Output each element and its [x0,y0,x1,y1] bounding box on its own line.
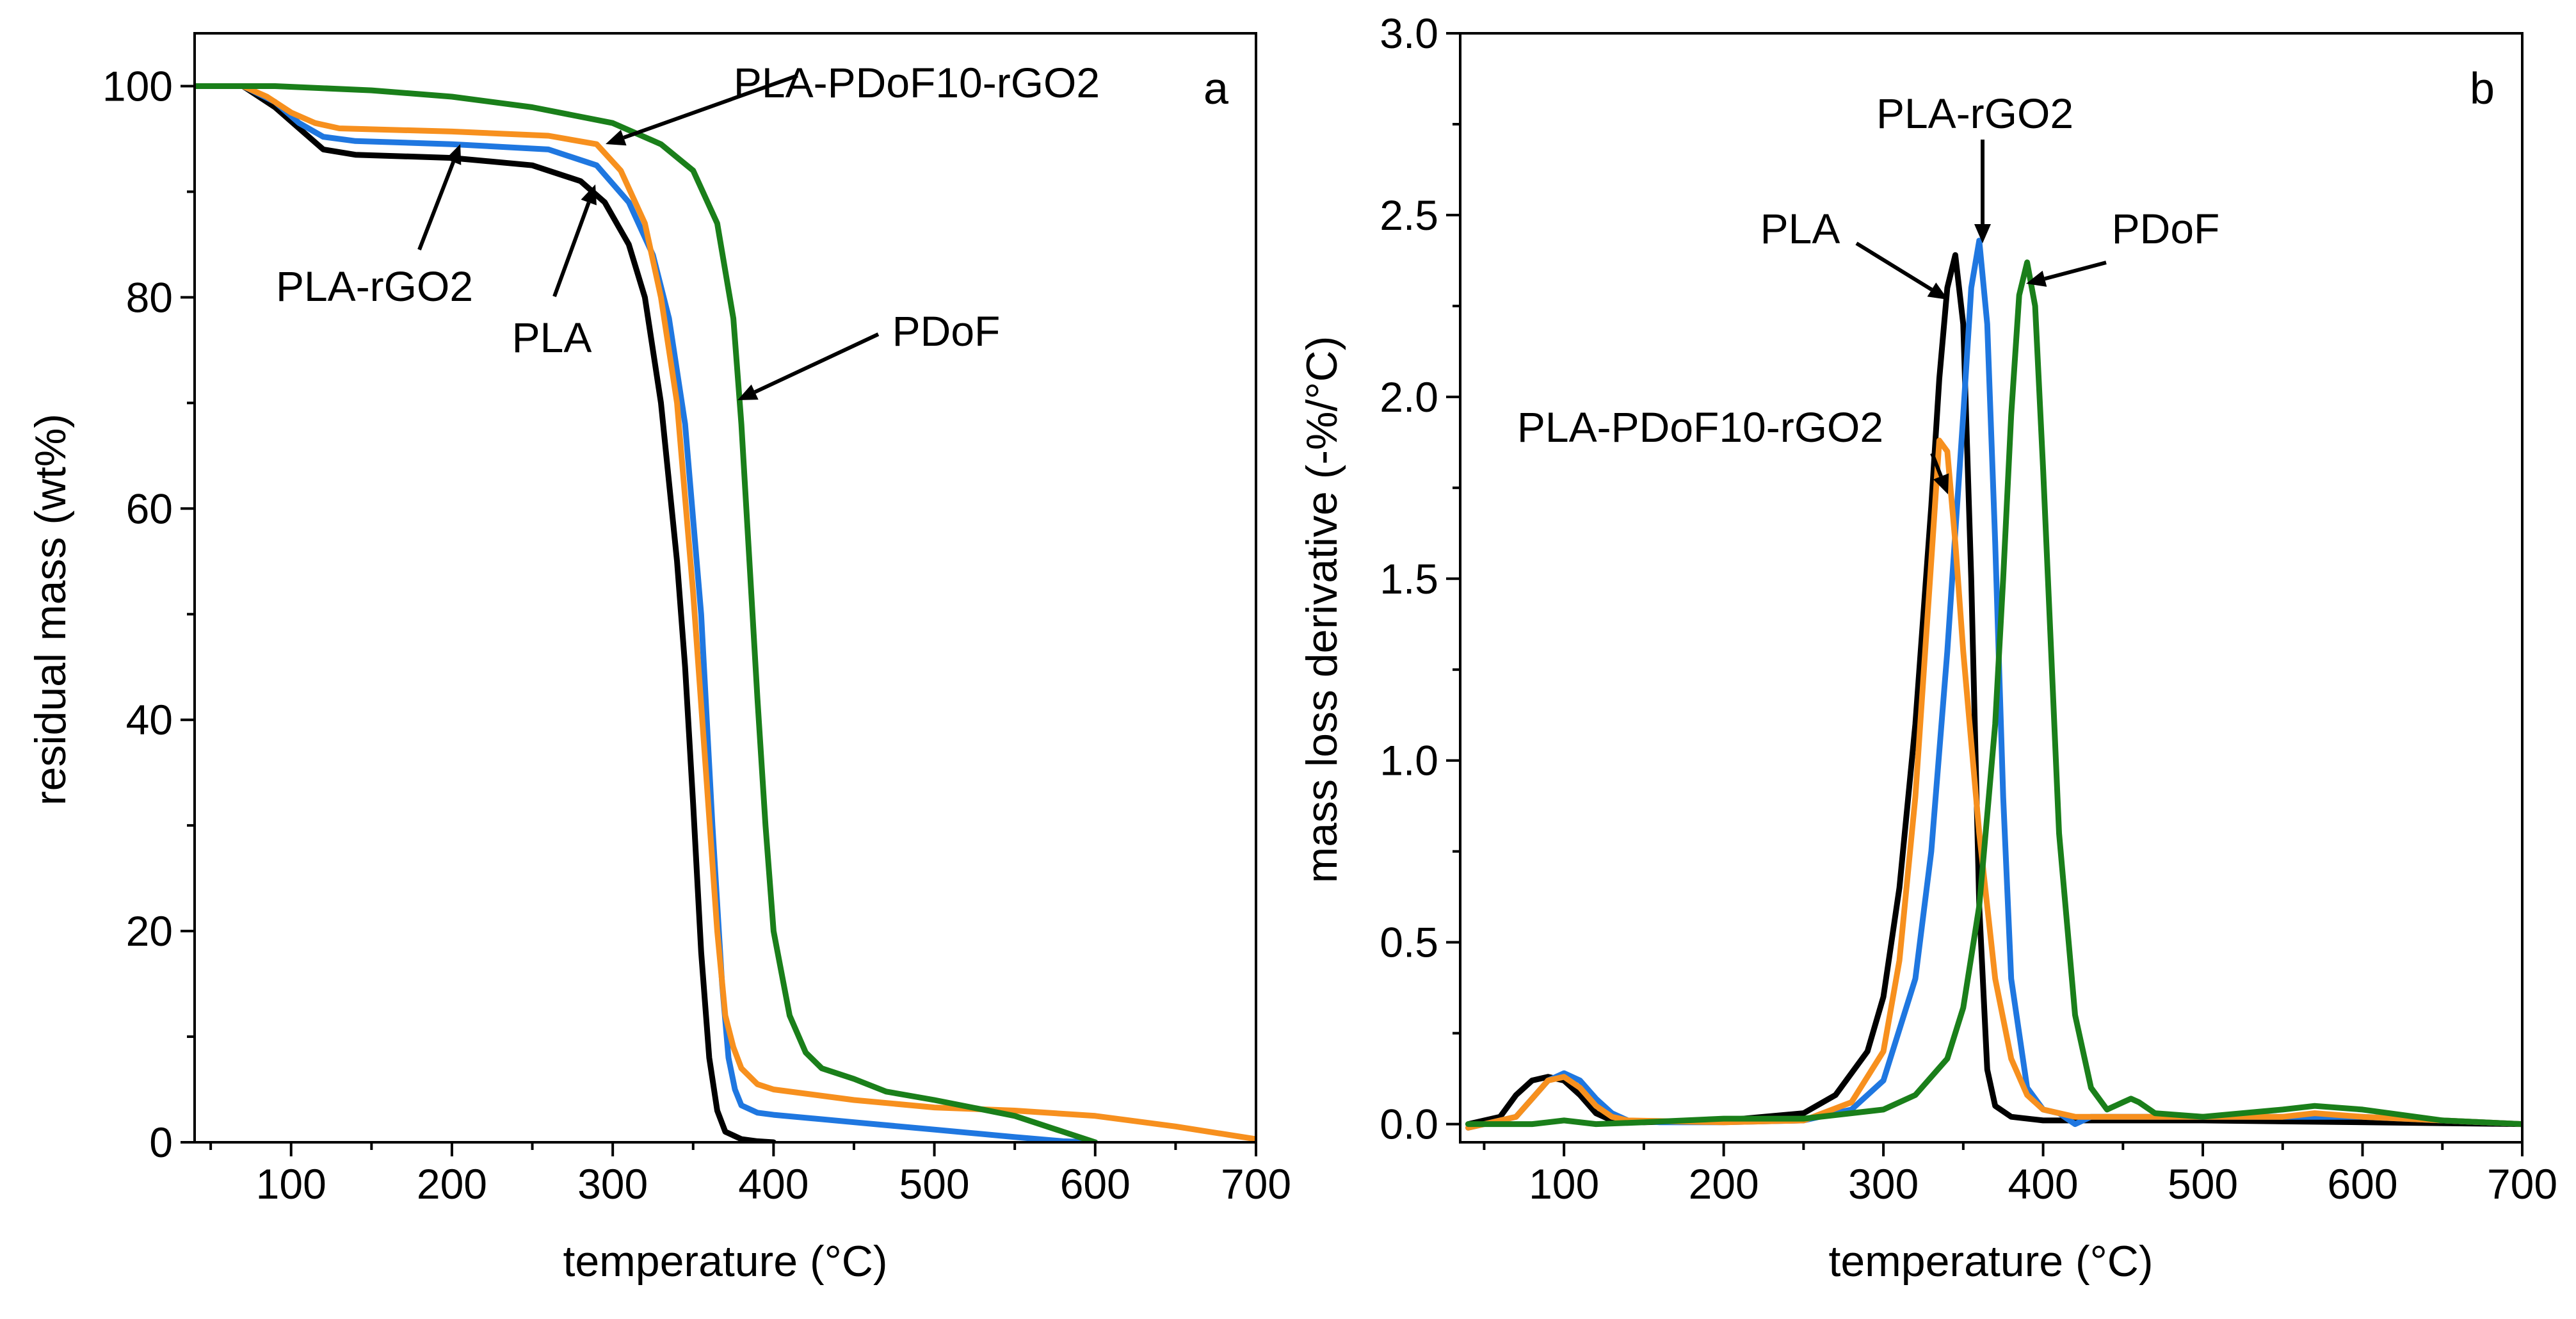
panel-a-chart: 100 200 300 400 500 600 700 0 20 40 60 80 100 temper… [26,32,1291,1286]
panel-b-y-axis-title: mass loss derivative (-%/°C) [1298,336,1346,884]
panel-a-series-pdof [195,83,1099,1142]
panel-b-letter: b [2470,63,2495,113]
panel-a-arrows [417,74,880,400]
panel-b-chart: 100 200 300 400 500 600 700 0.0 0.5 1.0 1.5 2.0 2.5 3… [1298,10,2557,1286]
panel-a-annotation-pdof: PDoF [892,307,1001,355]
panel-a-x-tick-label: 600 [1060,1160,1131,1208]
panel-b-y-tick-label: 2.5 [1380,191,1438,239]
panel-a-y-tick-label: 20 [126,907,173,955]
panel-a-series [195,83,1256,1142]
panel-a-x-axis-title: temperature (°C) [563,1237,887,1286]
panel-b-x-tick-label: 500 [2168,1160,2238,1208]
panel-b-annotation-arrow [1855,241,1933,291]
panel-b-annotation-arrowhead [1927,282,1948,300]
panel-a-annotation-arrowhead [606,129,627,146]
panel-b-annotation-arrow [1930,452,1943,478]
panel-b-x-tick-label: 300 [1848,1160,1919,1208]
panel-a-annotation-arrowhead [581,184,597,206]
panel-a-annotation-arrow [623,74,799,140]
panel-b-x-tick-label: 400 [2008,1160,2079,1208]
panel-b-annotation-pla-rgo2: PLA-rGO2 [1876,90,2073,137]
panel-a-annotation-arrowhead [446,144,462,165]
panel-a-y-tick-label: 80 [126,273,173,321]
panel-a-y-axis-title: residual mass (wt%) [26,414,75,805]
panel-a-x-tick-label: 700 [1221,1160,1291,1208]
panel-b-y-tick-label: 1.0 [1380,737,1438,784]
panel-b-x-axis-title: temperature (°C) [1828,1237,2153,1286]
panel-b-frame [1459,32,2524,1144]
panel-a-series-pla [195,83,777,1142]
panel-a-annotation-arrow [753,332,880,394]
panel-b-annotation-pla-pdof10-rgo2: PLA-PDoF10-rGO2 [1517,403,1883,451]
panel-b-x-tick-label: 600 [2327,1160,2397,1208]
panel-b-y-tick-label: 2.0 [1380,373,1438,421]
panel-b-annotation-arrowhead [1933,473,1949,494]
panel-a-annotation-arrow [417,161,455,251]
panel-b-x-tick-label: 100 [1529,1160,1599,1208]
panel-b-annotation-arrow [2044,261,2107,281]
panel-b-ticks: 100 200 300 400 500 600 700 0.0 0.5 1.0 1.5 2.0 2.5 3… [1380,10,2557,1208]
panel-b-arrows [1855,140,2107,494]
panel-a-annotation-pla-pdof10-rgo2: PLA-PDoF10-rGO2 [734,59,1100,106]
panel-b-series [1465,238,2522,1131]
panel-b-annotation-arrowhead [1974,224,1991,243]
panel-a-annotation-pla-rgo2: PLA-rGO2 [276,263,473,310]
panel-a-y-tick-label: 40 [126,696,173,743]
panel-a-letter: a [1203,63,1228,113]
panel-a-series-pla-rgo2 [195,83,1099,1142]
panel-b-y-tick-label: 0.5 [1380,919,1438,966]
panel-a-x-tick-label: 400 [738,1160,809,1208]
panel-a-x-tick-label: 500 [899,1160,970,1208]
panel-a-y-tick-label: 0 [149,1119,173,1166]
panel-a-y-tick-label: 100 [102,62,173,109]
panel-a-x-tick-label: 300 [577,1160,648,1208]
panel-a-series-pla-pdof10-rgo2 [195,83,1256,1142]
panel-b-x-tick-label: 700 [2487,1160,2557,1208]
panel-a-annotation-arrowhead [737,384,759,400]
panel-a-y-tick-label: 60 [126,485,173,532]
panel-b-annotation-pdof: PDoF [2112,205,2220,252]
panel-a-annotation-arrow [552,202,591,298]
panel-a-annotation-pla: PLA [512,314,592,361]
panel-b-annotation-arrowhead [2026,270,2047,287]
panel-a-x-tick-label: 200 [417,1160,487,1208]
panel-a-ticks: 100 200 300 400 500 600 700 0 20 40 60 80 100 [102,62,1291,1208]
panel-b-y-tick-label: 1.5 [1380,555,1438,603]
panel-a-x-tick-label: 100 [256,1160,326,1208]
panel-b-y-tick-label: 0.0 [1380,1101,1438,1148]
panel-b-y-tick-label: 3.0 [1380,10,1438,57]
panel-a-frame [193,32,1257,1144]
panel-b-x-tick-label: 200 [1689,1160,1759,1208]
panel-b-series-pdof [1465,259,2522,1128]
panel-b-annotation-pla: PLA [1760,205,1840,252]
